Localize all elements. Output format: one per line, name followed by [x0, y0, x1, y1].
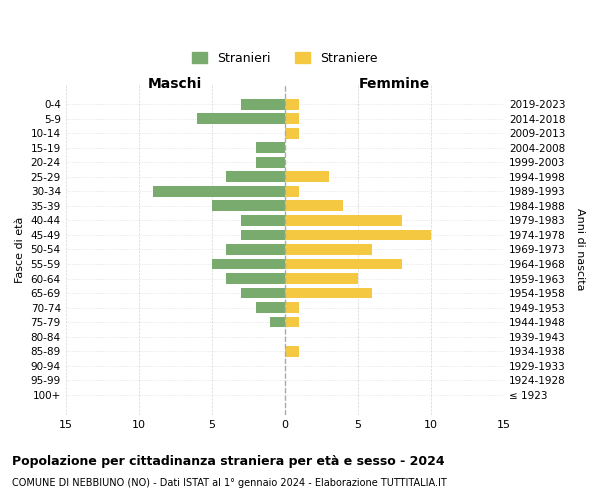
Bar [285, 128, 299, 139]
Bar [285, 172, 329, 182]
Bar [285, 258, 401, 270]
Bar [256, 142, 285, 154]
Y-axis label: Fasce di età: Fasce di età [15, 216, 25, 282]
Text: Maschi: Maschi [148, 77, 202, 91]
Bar [285, 346, 299, 356]
Bar [226, 172, 285, 182]
Bar [285, 288, 373, 298]
Bar [285, 244, 373, 255]
Legend: Stranieri, Straniere: Stranieri, Straniere [187, 47, 383, 70]
Bar [285, 316, 299, 328]
Bar [285, 230, 431, 240]
Bar [241, 215, 285, 226]
Bar [285, 302, 299, 313]
Bar [285, 114, 299, 124]
Bar [270, 316, 285, 328]
Bar [285, 99, 299, 110]
Bar [226, 244, 285, 255]
Bar [226, 273, 285, 284]
Bar [285, 186, 299, 197]
Bar [285, 200, 343, 211]
Bar [285, 273, 358, 284]
Bar [212, 200, 285, 211]
Bar [241, 288, 285, 298]
Bar [241, 99, 285, 110]
Y-axis label: Anni di nascita: Anni di nascita [575, 208, 585, 290]
Bar [256, 302, 285, 313]
Text: COMUNE DI NEBBIUNO (NO) - Dati ISTAT al 1° gennaio 2024 - Elaborazione TUTTITALI: COMUNE DI NEBBIUNO (NO) - Dati ISTAT al … [12, 478, 447, 488]
Bar [241, 230, 285, 240]
Bar [154, 186, 285, 197]
Bar [197, 114, 285, 124]
Text: Femmine: Femmine [359, 77, 430, 91]
Bar [212, 258, 285, 270]
Bar [285, 215, 401, 226]
Bar [256, 157, 285, 168]
Text: Popolazione per cittadinanza straniera per età e sesso - 2024: Popolazione per cittadinanza straniera p… [12, 455, 445, 468]
